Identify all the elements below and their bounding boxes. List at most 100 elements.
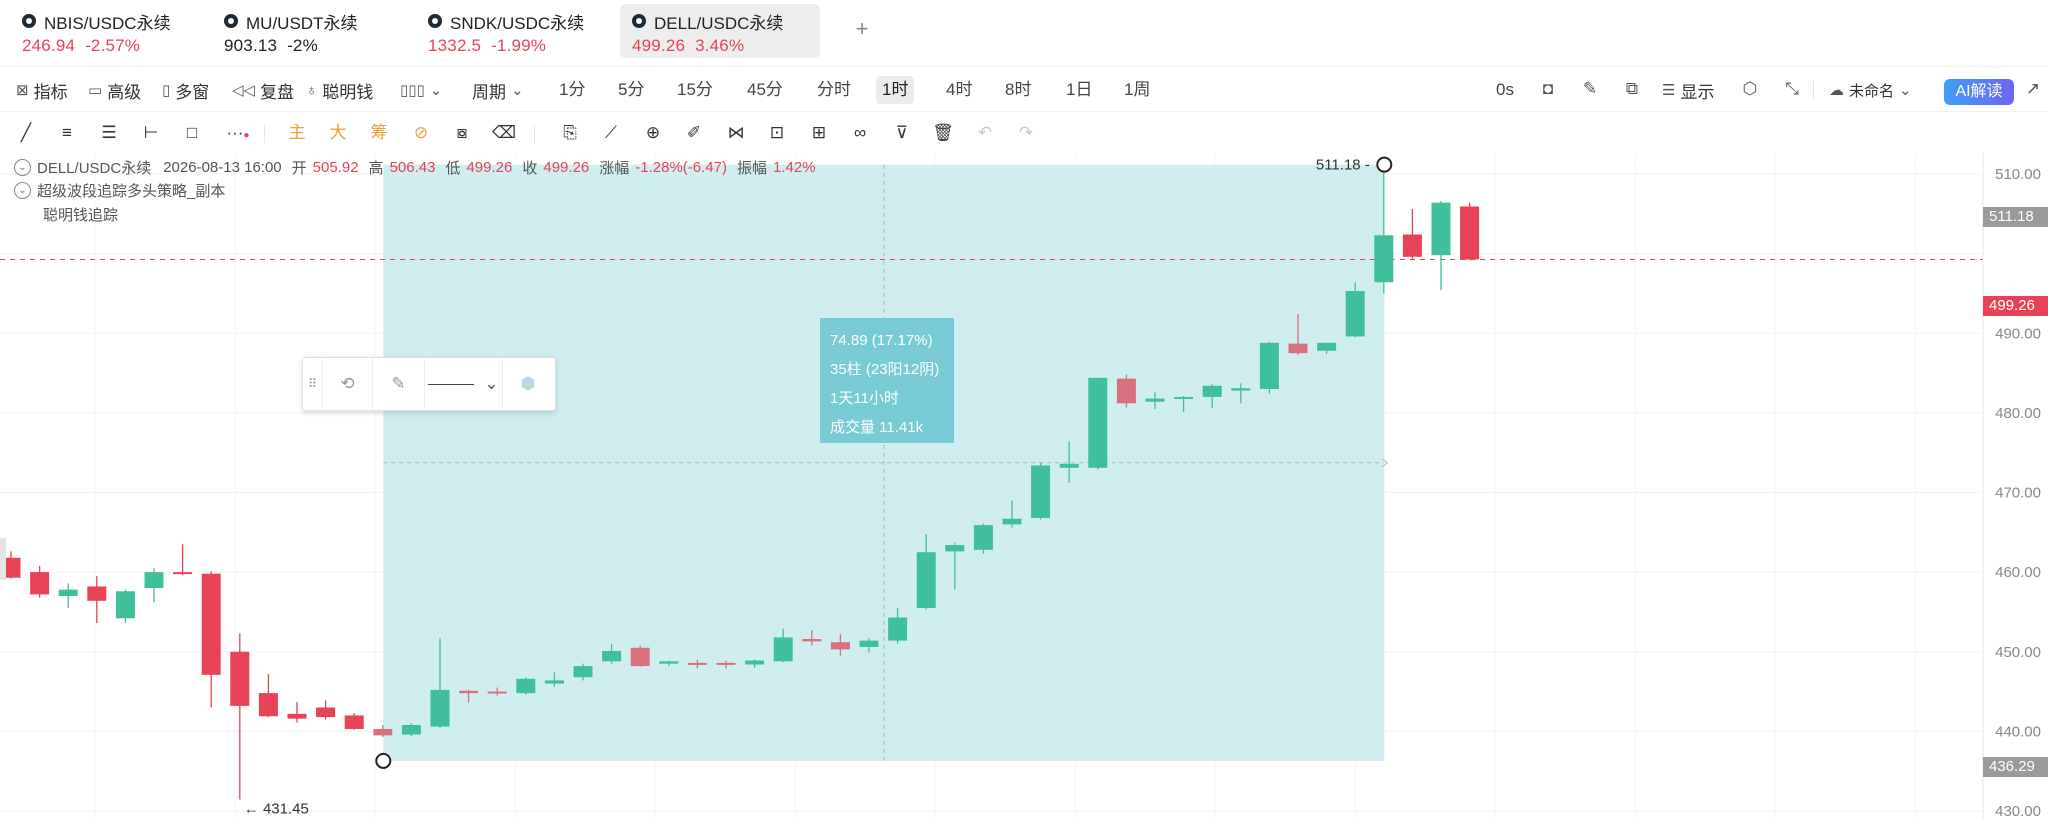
line-style-dropdown[interactable]: ⌄: [425, 357, 503, 411]
advanced-label: 高级: [107, 82, 142, 102]
undo-icon[interactable]: ↶: [977, 123, 993, 142]
candle-body: [659, 661, 679, 664]
candle-body: [1088, 377, 1108, 468]
tab-symbol: SNDK/USDC永续: [450, 13, 585, 33]
zoom-in-icon[interactable]: ⊕: [645, 123, 661, 142]
brush-icon[interactable]: ✐: [686, 123, 702, 142]
interval-timeshare[interactable]: 分时: [817, 80, 851, 99]
interval-1h[interactable]: 1时: [876, 76, 915, 104]
price-axis-label: 510.00: [1995, 166, 2041, 183]
measure-handle-start: [375, 752, 392, 769]
candle-body: [945, 545, 965, 552]
interval-45m[interactable]: 45分: [747, 80, 783, 99]
divider: [264, 125, 265, 143]
camera-icon[interactable]: ◘: [1542, 79, 1554, 98]
candle-body: [30, 572, 50, 595]
trash-icon[interactable]: 🗑: [932, 123, 954, 142]
multi-window-button[interactable]: ▯ 多窗: [162, 76, 209, 104]
share-icon[interactable]: ↗: [2025, 79, 2041, 98]
eraser-icon[interactable]: ⌫: [492, 123, 517, 142]
trend-line-icon[interactable]: ╱: [20, 123, 32, 142]
tab-change: 3.46%: [695, 36, 745, 55]
advanced-button[interactable]: ▭ 高级: [88, 76, 141, 104]
interval-1d[interactable]: 1日: [1066, 80, 1093, 99]
magnet-icon[interactable]: ⧇: [456, 123, 468, 142]
clone-icon[interactable]: ⟲: [323, 357, 373, 411]
horizontal-ray-icon[interactable]: ⊢: [143, 123, 159, 142]
tab-change: -2%: [287, 36, 318, 55]
pencil-icon[interactable]: ✎: [1582, 79, 1598, 98]
display-button[interactable]: ☰ 显示: [1662, 76, 1714, 104]
candle-body: [516, 678, 536, 694]
smart-money-button[interactable]: ♁ 聪明钱: [306, 76, 373, 104]
strategy-name: 超级波段追踪多头策略_副本: [37, 183, 226, 200]
collapse-icon[interactable]: ⤡: [1785, 79, 1799, 98]
new-window-icon[interactable]: ⧉: [1625, 79, 1639, 98]
candlestick-chart[interactable]: 510.00 490.00 480.00 470.00 460.00 450.00 440.…: [0, 153, 2048, 819]
tab-symbol: MU/USDT永续: [246, 13, 358, 33]
layout-dropdown[interactable]: ☁ 未命名 ⌄: [1829, 76, 1912, 104]
drag-handle-icon[interactable]: ⠿: [303, 357, 323, 411]
ohlc-legend: ⌄ DELL/USDC永续 2026-08-13 16:00 开 505.92 高…: [14, 157, 816, 178]
symbol-tab-active[interactable]: DELL/USDC永续 499.26 3.46%: [620, 4, 820, 58]
legend-close-label: 收: [522, 160, 538, 177]
period-dropdown[interactable]: 周期 ⌄: [472, 76, 524, 104]
filter-icon[interactable]: ⊽: [895, 123, 909, 142]
fill-icon[interactable]: ⬢: [520, 374, 536, 393]
link-icon[interactable]: ∞: [853, 123, 867, 142]
drawing-properties-toolbar: ⠿ ⟲ ✎ ⌄ ⬢: [302, 357, 556, 411]
candle-body: [459, 690, 479, 694]
candle-body: [916, 552, 936, 608]
chart-overlay-icon[interactable]: ⊘: [413, 123, 429, 142]
candle-body: [1116, 378, 1136, 404]
indicators-button[interactable]: ⊠ 指标: [16, 76, 68, 104]
candle-body: [173, 572, 193, 575]
legend-datetime: 2026-08-13 16:00: [163, 159, 282, 176]
interval-15m[interactable]: 15分: [677, 80, 713, 99]
legend-high: 506.43: [389, 159, 436, 176]
redo-icon[interactable]: ↷: [1018, 123, 1034, 142]
symbol-tab[interactable]: MU/USDT永续 903.13 -2%: [212, 4, 402, 58]
symbol-tab[interactable]: NBIS/USDC永续 246.94 -2.57%: [10, 4, 200, 58]
ai-analysis-button[interactable]: AI解读: [1944, 79, 2014, 105]
parallel-lines-icon[interactable]: ≡: [62, 123, 72, 142]
interval-8h[interactable]: 8时: [1005, 80, 1032, 99]
interval-4h[interactable]: 4时: [946, 80, 973, 99]
interval-5m[interactable]: 5分: [618, 80, 645, 99]
rectangle-icon[interactable]: □: [186, 123, 198, 142]
settings-icon[interactable]: ⬡: [1742, 79, 1758, 98]
candle-body: [1202, 385, 1222, 397]
candle-body: [687, 662, 707, 665]
symbol-tabs: NBIS/USDC永续 246.94 -2.57% MU/USDT永续 903.…: [0, 0, 2048, 64]
interval-1m[interactable]: 1分: [559, 80, 586, 99]
mirror-icon[interactable]: ⋈: [727, 123, 745, 142]
interval-1w[interactable]: 1周: [1124, 80, 1151, 99]
pencil-icon[interactable]: ✎: [373, 357, 425, 411]
lock-icon[interactable]: ⊡: [769, 123, 785, 142]
more-tools-icon[interactable]: ···●: [226, 123, 250, 142]
chart-area[interactable]: 510.00 490.00 480.00 470.00 460.00 450.00 440.…: [0, 153, 2048, 819]
legend-symbol: DELL/USDC永续: [37, 160, 152, 177]
horizontal-lines-icon[interactable]: ☰: [101, 123, 117, 142]
price-axis-label: 430.00: [1995, 803, 2041, 819]
candle-body: [544, 680, 564, 684]
add-tab-button[interactable]: +: [855, 16, 869, 41]
symbol-tab[interactable]: SNDK/USDC永续 1332.5 -1.99%: [416, 4, 616, 58]
replay-button[interactable]: ◁◁ 复盘: [232, 76, 294, 104]
legend-close: 499.26: [543, 159, 590, 176]
copy-icon[interactable]: ⎘: [563, 123, 577, 142]
collapse-strategy-icon[interactable]: ⌄: [14, 182, 31, 199]
legend-change-label: 涨幅: [599, 160, 630, 177]
candle-body: [1, 557, 21, 578]
main-indicator-toggle[interactable]: 主: [288, 123, 306, 142]
collapse-legend-icon[interactable]: ⌄: [14, 159, 31, 176]
big-order-toggle[interactable]: 大: [329, 123, 347, 142]
ruler-icon[interactable]: ⟋: [605, 123, 617, 142]
chip-distribution-toggle[interactable]: 筹: [370, 123, 388, 142]
template-icon[interactable]: ⊞: [811, 123, 827, 142]
price-tag-current: 499.26: [1983, 296, 2048, 316]
legend-amplitude: 1.42%: [773, 159, 816, 176]
replay-label: 复盘: [260, 82, 295, 102]
chart-type-button[interactable]: ▯▯▯ ⌄: [400, 76, 442, 104]
candle-body: [230, 651, 250, 706]
